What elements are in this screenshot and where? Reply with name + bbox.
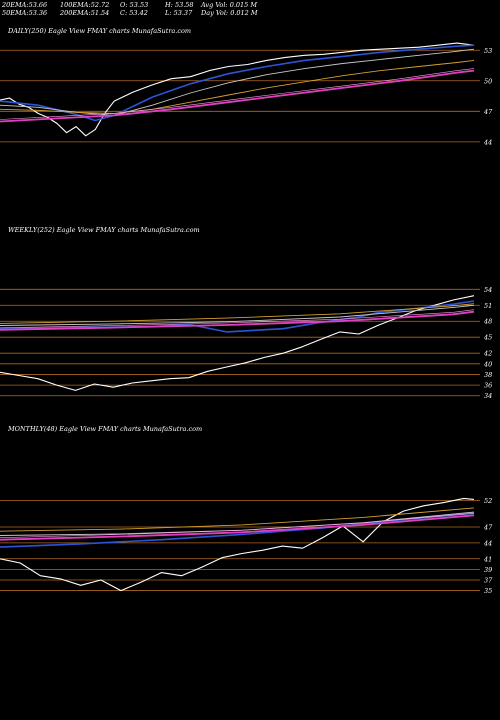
y-tick-label: 53	[484, 47, 492, 55]
ema-mid-series-line	[0, 48, 475, 116]
open-stat: O: 53.53	[120, 1, 149, 9]
y-tick-label: 52	[484, 497, 492, 505]
ema200-band-line	[0, 309, 475, 329]
y-tick-label: 48	[483, 318, 492, 326]
monthly-panel-title: MONTHLY(48) Eagle View FMAY charts Munaf…	[8, 425, 203, 433]
y-tick-label: 47	[483, 108, 493, 116]
close-stat: C: 53.42	[120, 9, 148, 17]
y-tick-label: 42	[483, 350, 492, 358]
ema100-stat: 100EMA:52.72	[60, 1, 110, 9]
ema-mid-series-line	[0, 304, 475, 326]
price-series-line	[0, 497, 475, 592]
y-tick-label: 50	[484, 77, 492, 85]
y-tick-label: 54	[484, 286, 492, 294]
y-tick-label: 44	[483, 138, 492, 146]
daily-panel-title: DAILY(250) Eagle View FMAY charts Munafa…	[8, 27, 192, 35]
high-stat: H: 53.58	[165, 1, 194, 9]
ema-long-series-line	[0, 303, 475, 324]
y-tick-label: 38	[484, 371, 492, 379]
ema-long-series-line	[0, 507, 475, 532]
ema-200-series-line	[0, 310, 475, 331]
y-tick-label: 35	[484, 587, 492, 595]
y-tick-label: 40	[483, 360, 492, 368]
ema20-stat: 20EMA:53.66	[2, 1, 48, 9]
y-tick-label: 47	[483, 523, 493, 531]
ema50-stat: 50EMA:53.36	[2, 9, 48, 17]
y-tick-label: 44	[483, 539, 492, 547]
ema200-band-line	[0, 513, 475, 538]
y-tick-label: 51	[484, 302, 492, 310]
y-tick-label: 34	[484, 392, 492, 400]
avg-vol-stat: Avg Vol: 0.015 M	[201, 1, 258, 9]
ema-200-series-line	[0, 69, 475, 123]
ema-long-series-line	[0, 59, 475, 114]
y-tick-label: 37	[484, 576, 493, 584]
ema200-band-line	[0, 68, 475, 120]
ema200-stat: 200EMA:51.54	[60, 9, 110, 17]
y-tick-label: 45	[483, 334, 492, 342]
y-tick-label: 36	[484, 382, 492, 390]
y-tick-label: 39	[484, 566, 492, 574]
ema-200-series-line	[0, 514, 475, 541]
low-stat: L: 53.37	[165, 9, 193, 17]
price-series-line	[0, 295, 475, 391]
ema-short-series-line	[0, 44, 475, 122]
y-tick-label: 41	[483, 555, 492, 563]
day-vol-stat: Day Vol: 0.012 M	[201, 9, 258, 17]
weekly-panel-title: WEEKLY(252) Eagle View FMAY charts Munaf…	[8, 226, 200, 234]
